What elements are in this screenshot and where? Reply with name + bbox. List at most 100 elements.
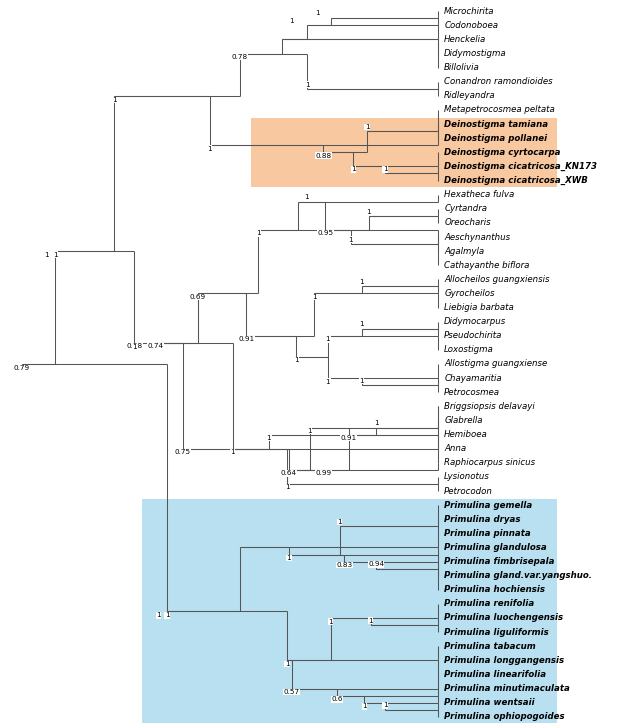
Text: Microchirita: Microchirita	[444, 7, 495, 16]
Text: 1: 1	[337, 519, 342, 525]
Text: 0.98: 0.98	[126, 344, 142, 349]
Text: 1: 1	[312, 294, 316, 300]
Text: 1: 1	[287, 555, 291, 561]
Text: Liebigia barbata: Liebigia barbata	[444, 303, 514, 312]
Text: 1: 1	[315, 10, 320, 16]
Text: Cyrtandra: Cyrtandra	[444, 205, 487, 213]
Text: Primulina renifolia: Primulina renifolia	[444, 599, 534, 609]
Text: 1: 1	[365, 124, 370, 130]
Text: 1: 1	[383, 703, 387, 708]
Text: Primulina fimbrisepala: Primulina fimbrisepala	[444, 557, 555, 566]
Text: Glabrella: Glabrella	[444, 416, 483, 425]
Text: 1: 1	[157, 612, 161, 618]
Text: Didymocarpus: Didymocarpus	[444, 317, 506, 326]
Bar	[251, 118, 557, 187]
Text: 1: 1	[45, 253, 49, 258]
Text: Gyrocheilos: Gyrocheilos	[444, 289, 495, 298]
Text: 1: 1	[374, 420, 378, 427]
Text: 0.83: 0.83	[336, 562, 352, 568]
Text: 1: 1	[359, 378, 364, 384]
Text: Hemiboea: Hemiboea	[444, 430, 488, 439]
Text: 1: 1	[288, 18, 293, 24]
Text: Primulina hochiensis: Primulina hochiensis	[444, 585, 545, 594]
Text: Petrocosmea: Petrocosmea	[444, 388, 500, 397]
Text: 0.99: 0.99	[315, 470, 331, 476]
Text: Hexatheca fulva: Hexatheca fulva	[444, 190, 514, 199]
Text: 0.69: 0.69	[190, 294, 206, 300]
Text: 1: 1	[256, 231, 260, 237]
Text: 1: 1	[326, 336, 331, 342]
Text: Allocheilos guangxiensis: Allocheilos guangxiensis	[444, 275, 550, 284]
Text: 1: 1	[305, 82, 310, 87]
Text: Oreocharis: Oreocharis	[444, 218, 491, 227]
Text: 0.57: 0.57	[284, 689, 300, 695]
Text: Didymostigma: Didymostigma	[444, 49, 507, 58]
Text: Loxostigma: Loxostigma	[444, 345, 494, 355]
Text: 0.74: 0.74	[147, 344, 163, 349]
Text: 0.74: 0.74	[147, 344, 163, 349]
Text: Deinostigma cyrtocarpa: Deinostigma cyrtocarpa	[444, 148, 561, 157]
Text: 0.94: 0.94	[368, 561, 384, 567]
Text: 1: 1	[366, 209, 371, 215]
Text: Aeschynanthus: Aeschynanthus	[444, 232, 510, 242]
Text: 0.91: 0.91	[238, 336, 254, 342]
Text: 1: 1	[383, 166, 387, 173]
Text: 1: 1	[230, 449, 235, 455]
Text: Deinostigma cicatricosa_XWB: Deinostigma cicatricosa_XWB	[444, 176, 588, 185]
Text: Agalmyla: Agalmyla	[444, 247, 484, 256]
Text: 1: 1	[348, 237, 353, 243]
Text: 0.6: 0.6	[331, 696, 343, 702]
Text: Codonoboea: Codonoboea	[444, 21, 498, 30]
Text: Primulina gemella: Primulina gemella	[444, 501, 532, 510]
Text: Metapetrocosmea peltata: Metapetrocosmea peltata	[444, 106, 555, 114]
Text: 1: 1	[207, 146, 212, 152]
Text: Briggsiopsis delavayi: Briggsiopsis delavayi	[444, 402, 535, 411]
Text: 1: 1	[362, 703, 366, 709]
Text: 1: 1	[308, 428, 312, 434]
Text: Pseudochirita: Pseudochirita	[444, 331, 503, 340]
Text: Billolivia: Billolivia	[444, 63, 480, 72]
Text: Primulina liguliformis: Primulina liguliformis	[444, 628, 549, 636]
Text: 1: 1	[53, 252, 58, 258]
Text: 0.88: 0.88	[315, 153, 331, 159]
Text: Ridleyandra: Ridleyandra	[444, 92, 496, 100]
Text: Primulina minutimaculata: Primulina minutimaculata	[444, 684, 570, 693]
Text: Deinostigma cicatricosa_KN173: Deinostigma cicatricosa_KN173	[444, 162, 597, 171]
Text: 0.64: 0.64	[281, 470, 297, 476]
Text: Primulina dryas: Primulina dryas	[444, 515, 521, 523]
Text: Primulina pinnata: Primulina pinnata	[444, 529, 531, 538]
Text: 1: 1	[112, 97, 117, 103]
Text: Conandron ramondioides: Conandron ramondioides	[444, 77, 553, 87]
Text: Cathayanthe biflora: Cathayanthe biflora	[444, 261, 530, 269]
Text: 1: 1	[267, 435, 271, 441]
Text: 0.75: 0.75	[175, 449, 191, 455]
Text: Primulina glandulosa: Primulina glandulosa	[444, 543, 547, 552]
Text: 1: 1	[328, 619, 333, 625]
Text: 0.95: 0.95	[317, 231, 333, 237]
Text: 1: 1	[294, 357, 298, 363]
Text: Primulina linearifolia: Primulina linearifolia	[444, 670, 547, 679]
Text: Lysionotus: Lysionotus	[444, 472, 490, 481]
Text: Allostigma guangxiense: Allostigma guangxiense	[444, 360, 547, 368]
Text: Primulina luochengensis: Primulina luochengensis	[444, 614, 563, 622]
Text: Henckelia: Henckelia	[444, 35, 487, 44]
Text: 1: 1	[359, 322, 364, 328]
Text: 1: 1	[304, 194, 309, 200]
Text: 1: 1	[132, 344, 137, 350]
Text: 0.79: 0.79	[14, 365, 30, 371]
Text: 1: 1	[347, 435, 351, 441]
Text: 1: 1	[285, 484, 289, 491]
Text: Raphiocarpus sinicus: Raphiocarpus sinicus	[444, 459, 535, 467]
Text: 1: 1	[326, 379, 331, 384]
Text: Primulina ophiopogoides: Primulina ophiopogoides	[444, 712, 565, 721]
Text: 0.91: 0.91	[340, 435, 357, 441]
Text: Primulina wentsaii: Primulina wentsaii	[444, 698, 535, 707]
Text: 1: 1	[165, 612, 170, 618]
Text: Primulina tabacum: Primulina tabacum	[444, 641, 536, 651]
Text: Deinostigma tamiana: Deinostigma tamiana	[444, 119, 548, 129]
Text: 1: 1	[368, 618, 373, 624]
Text: 0.78: 0.78	[232, 54, 248, 60]
Text: Deinostigma pollanei: Deinostigma pollanei	[444, 134, 547, 143]
Text: Primulina gland.var.yangshuo.: Primulina gland.var.yangshuo.	[444, 571, 592, 580]
Text: 1: 1	[285, 661, 289, 667]
